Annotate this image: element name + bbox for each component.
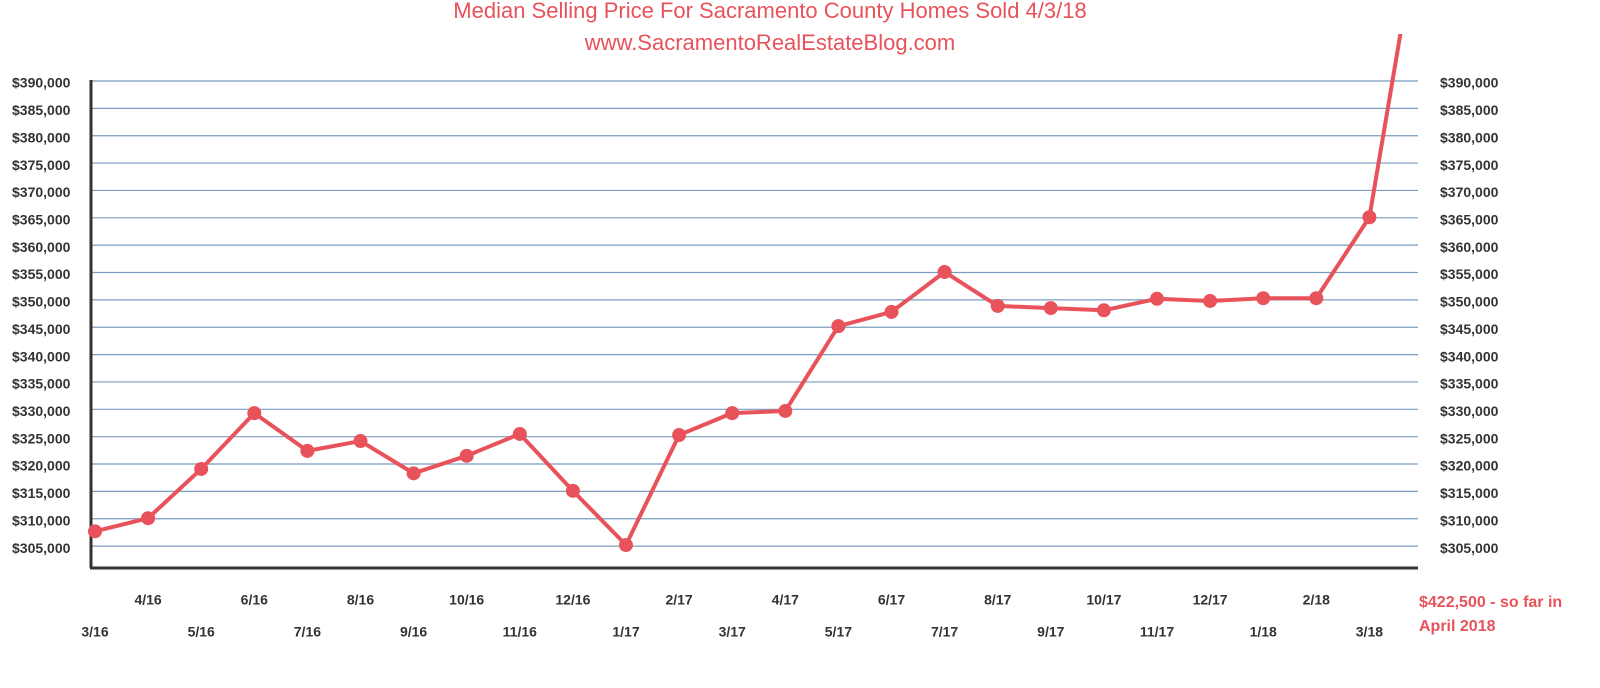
x-tick-label: 9/16 <box>400 624 427 640</box>
y-tick-label: $325,000 <box>12 430 71 446</box>
data-point <box>300 443 315 458</box>
y2-tick-label: $365,000 <box>1440 212 1499 228</box>
y2-tick-label: $380,000 <box>1440 129 1499 145</box>
y2-tick-label: $325,000 <box>1440 430 1499 446</box>
x-tick-label: 3/18 <box>1356 624 1383 640</box>
y-tick-label: $370,000 <box>12 184 71 200</box>
y-tick-label: $390,000 <box>12 75 71 91</box>
data-point <box>1150 291 1164 306</box>
data-point <box>406 466 421 481</box>
data-point <box>459 448 474 463</box>
data-point <box>1309 291 1324 306</box>
y-tick-label: $380,000 <box>12 129 71 145</box>
data-point <box>778 403 793 418</box>
x-tick-label: 5/17 <box>825 624 852 640</box>
y2-tick-label: $390,000 <box>1440 75 1499 91</box>
x-tick-label: 8/17 <box>984 592 1011 608</box>
data-point <box>353 434 368 449</box>
y2-tick-label: $340,000 <box>1440 348 1499 364</box>
x-tick-label: 1/18 <box>1250 624 1277 640</box>
y-tick-label: $335,000 <box>12 376 71 392</box>
y-tick-label: $345,000 <box>12 321 71 337</box>
x-tick-label: 4/16 <box>134 592 161 608</box>
data-point <box>1362 210 1377 225</box>
y2-tick-label: $345,000 <box>1440 321 1499 337</box>
x-tick-label: 2/17 <box>665 592 692 608</box>
y2-tick-label: $385,000 <box>1440 102 1499 118</box>
data-point <box>1256 291 1271 306</box>
y2-tick-label: $330,000 <box>1440 403 1499 419</box>
y2-tick-label: $310,000 <box>1440 512 1499 528</box>
data-point <box>937 264 952 279</box>
x-tick-label: 2/18 <box>1303 592 1330 608</box>
y-tick-label: $320,000 <box>12 458 71 474</box>
x-tick-label: 3/17 <box>719 624 746 640</box>
x-tick-label: $422,500 - so far in April 2018 <box>1419 594 1563 635</box>
y2-tick-label: $305,000 <box>1440 540 1499 556</box>
y2-tick-label: $355,000 <box>1440 266 1499 282</box>
data-point <box>565 483 580 498</box>
y-tick-label: $340,000 <box>12 348 71 364</box>
y2-tick-label: $335,000 <box>1440 376 1499 392</box>
x-tick-label: 5/16 <box>188 624 215 640</box>
x-tick-label: 7/17 <box>931 624 958 640</box>
data-point <box>194 461 209 476</box>
y-tick-label: $385,000 <box>12 102 71 118</box>
data-point <box>831 319 846 334</box>
data-point <box>1043 301 1058 316</box>
data-point <box>247 406 262 421</box>
y2-tick-label: $360,000 <box>1440 239 1499 255</box>
data-point <box>88 524 102 539</box>
x-tick-label: 10/16 <box>449 592 484 608</box>
data-point <box>619 538 633 553</box>
y-tick-label: $310,000 <box>12 512 71 528</box>
x-tick-label: 3/16 <box>81 624 108 640</box>
data-point <box>1203 293 1218 308</box>
x-tick-label: 8/16 <box>347 592 374 608</box>
data-point <box>512 426 527 441</box>
x-tick-label: 11/17 <box>1140 624 1174 640</box>
data-point <box>990 298 1005 313</box>
chart-title: Median Selling Price For Sacramento Coun… <box>453 0 1086 23</box>
data-point <box>725 406 740 421</box>
x-tick-label: 12/16 <box>555 592 590 608</box>
data-point <box>141 511 156 526</box>
x-tick-label: 11/16 <box>503 624 537 640</box>
x-tick-label: 10/17 <box>1086 592 1121 608</box>
data-point <box>1096 303 1111 318</box>
y2-tick-label: $350,000 <box>1440 294 1499 310</box>
data-line <box>94 34 1403 548</box>
x-tick-label: 6/16 <box>241 592 268 608</box>
y2-tick-label: $315,000 <box>1440 485 1499 501</box>
y-tick-label: $315,000 <box>12 485 71 501</box>
y2-tick-label: $370,000 <box>1440 184 1499 200</box>
y-tick-label: $350,000 <box>12 294 71 310</box>
data-point <box>884 304 899 319</box>
data-point <box>672 428 687 443</box>
x-tick-label: 7/16 <box>294 624 321 640</box>
x-tick-label: 4/17 <box>772 592 799 608</box>
y2-tick-label: $320,000 <box>1440 458 1499 474</box>
x-tick-label: 6/17 <box>878 592 905 608</box>
x-tick-label: 1/17 <box>612 624 639 640</box>
y-tick-label: $365,000 <box>12 212 71 228</box>
y2-tick-label: $375,000 <box>1440 157 1499 173</box>
y-tick-label: $360,000 <box>12 239 71 255</box>
y-tick-label: $305,000 <box>12 540 71 556</box>
chart-subtitle: www.SacramentoRealEstateBlog.com <box>584 30 956 55</box>
y-tick-label: $355,000 <box>12 266 71 282</box>
y-tick-label: $375,000 <box>12 157 71 173</box>
x-tick-label: 9/17 <box>1037 624 1064 640</box>
x-tick-label: 12/17 <box>1193 592 1228 608</box>
y-tick-label: $330,000 <box>12 403 71 419</box>
